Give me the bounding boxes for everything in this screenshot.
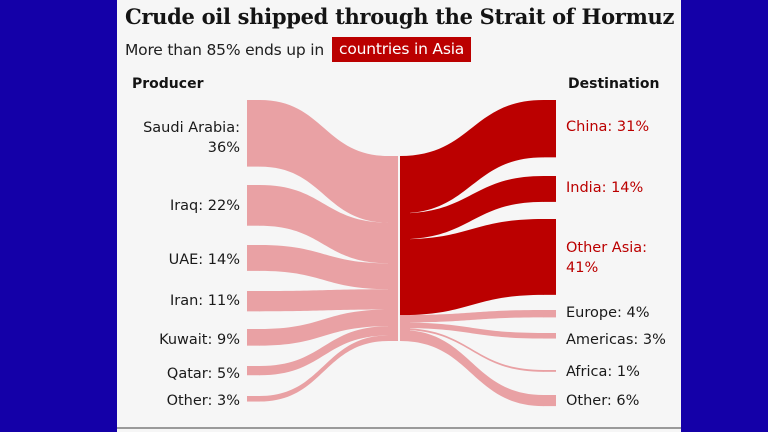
flow-band xyxy=(259,185,389,264)
producer-flows xyxy=(247,100,389,402)
producer-label: UAE: 14% xyxy=(168,252,240,268)
flow-band xyxy=(259,335,389,402)
flow-band xyxy=(259,309,389,346)
producer-label: Saudi Arabia: 36% xyxy=(143,120,240,156)
flow-band xyxy=(259,326,389,376)
destination-label: Europe: 4% xyxy=(566,305,650,321)
producer-node xyxy=(247,100,260,167)
producer-label: Kuwait: 9% xyxy=(159,332,240,348)
producer-header: Producer xyxy=(132,76,204,92)
producer-label: Other: 3% xyxy=(166,393,240,409)
center-node-non-asia xyxy=(400,315,410,341)
destination-flows xyxy=(400,100,556,407)
subtitle-text: More than 85% ends up in xyxy=(125,40,325,59)
flow-band xyxy=(400,322,544,339)
destination-node xyxy=(543,370,556,372)
destination-node xyxy=(543,333,556,339)
destination-node xyxy=(543,310,556,318)
sankey-diagram xyxy=(247,100,556,407)
subtitle-highlight: countries in Asia xyxy=(332,37,472,62)
destination-label: Other: 6% xyxy=(566,393,640,409)
flow-band xyxy=(259,100,389,223)
destination-label: China: 31% xyxy=(566,119,650,135)
producer-label: Iraq: 22% xyxy=(169,198,240,214)
flow-band xyxy=(259,245,389,290)
destination-node xyxy=(543,100,556,158)
flow-band xyxy=(400,328,544,372)
producer-node xyxy=(247,329,260,346)
destination-label: Africa: 1% xyxy=(566,364,640,380)
producer-label: Iran: 11% xyxy=(169,293,240,309)
center-node-total xyxy=(388,156,398,341)
flow-band xyxy=(400,176,544,240)
producer-label: Qatar: 5% xyxy=(166,366,240,382)
destination-node xyxy=(543,395,556,407)
chart-card: Crude oil shipped through the Strait of … xyxy=(117,0,681,432)
flow-band xyxy=(259,289,389,312)
destination-header: Destination xyxy=(568,76,660,92)
producer-node xyxy=(247,185,260,226)
chart-subtitle: More than 85% ends up in countries in As… xyxy=(125,37,472,62)
flow-band xyxy=(400,100,544,214)
producer-node xyxy=(247,396,260,402)
destination-label: Americas: 3% xyxy=(566,332,666,348)
flow-band xyxy=(400,219,544,316)
destination-label: Other Asia: 41% xyxy=(566,240,648,276)
bottom-rule xyxy=(117,427,681,429)
producer-node xyxy=(247,245,260,271)
destination-label: India: 14% xyxy=(566,180,644,196)
producer-node xyxy=(247,291,260,312)
flow-band xyxy=(400,310,544,323)
destination-node xyxy=(543,219,556,295)
flow-band xyxy=(400,329,544,407)
chart-title: Crude oil shipped through the Strait of … xyxy=(125,4,675,29)
center-node-asia xyxy=(400,156,410,316)
producer-node xyxy=(247,366,260,376)
destination-node xyxy=(543,176,556,202)
